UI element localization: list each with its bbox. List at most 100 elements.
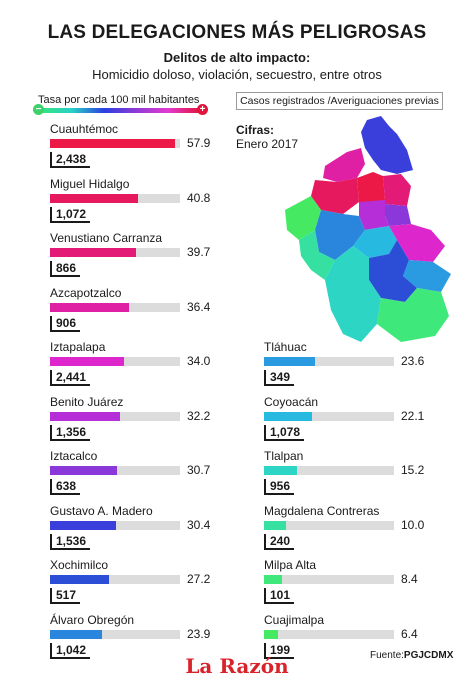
delegation-name: Iztacalco: [50, 449, 98, 463]
rate-value: 30.4: [187, 517, 211, 532]
la-razon-logo: La Razón: [185, 654, 289, 678]
rate-value: 32.2: [187, 408, 211, 423]
cases-value: 1,072: [50, 206, 91, 223]
cases-value: 517: [50, 588, 81, 604]
bar-track: [264, 466, 394, 475]
bar-row-coyoacan: Coyoacán 22.1 1,078: [264, 395, 464, 443]
cases-value: 638: [50, 479, 81, 495]
map-region-tlalpan: [325, 246, 381, 342]
cases-value: 866: [50, 261, 81, 277]
bar-fill: [50, 466, 117, 475]
rate-value: 30.7: [187, 463, 211, 477]
rate-value: 15.2: [401, 463, 425, 477]
bar-fill: [264, 466, 297, 475]
delegation-name: Tláhuac: [264, 340, 307, 354]
bar-fill: [50, 302, 129, 312]
bar-row-iztapalapa: Iztapalapa 34.0 2,441: [50, 340, 250, 388]
cases-value: 349: [264, 370, 295, 386]
map-region-gam: [361, 116, 413, 174]
bar-track: [50, 629, 180, 639]
cases-value: 2,438: [50, 152, 91, 168]
figures-date: Enero 2017: [236, 137, 299, 151]
bar-row-cuajimalpa: Cuajimalpa 6.4 199: [264, 613, 464, 661]
cases-value: 1,356: [50, 424, 91, 441]
map-region-xochimilco: [369, 240, 417, 302]
bar-track: [50, 411, 180, 421]
bar-fill: [50, 248, 136, 257]
rate-value: 27.2: [187, 572, 211, 586]
bar-track: [264, 629, 394, 639]
bar-track: [50, 575, 180, 584]
map-region-tlahuac: [403, 260, 451, 292]
delegation-name: Álvaro Obregón: [50, 612, 135, 627]
bar-track: [50, 248, 180, 257]
delegation-name: Coyoacán: [264, 394, 319, 409]
bar-row-magdalena-contreras: Magdalena Contreras 10.0 240: [264, 504, 464, 552]
rate-legend-label: Tasa por cada 100 mil habitantes: [38, 94, 200, 106]
cases-value: 199: [264, 642, 295, 659]
rate-value: 6.4: [401, 626, 418, 641]
delegation-name: Cuajimalpa: [264, 612, 325, 627]
bar-track: [50, 466, 180, 475]
bar-fill: [50, 629, 102, 639]
bar-track: [50, 302, 180, 312]
map-region-iztacalco: [385, 204, 411, 226]
map-region-cuajimalpa: [285, 196, 321, 240]
bar-track: [264, 575, 394, 584]
bar-fill: [264, 575, 282, 584]
map-region-iztapalapa: [389, 224, 445, 262]
page-title: LAS DELEGACIONES MÁS PELIGROSAS: [47, 22, 427, 43]
cases-value: 2,441: [50, 370, 91, 386]
cases-value: 1,042: [50, 642, 91, 659]
bar-track: [50, 357, 180, 366]
rate-value: 22.1: [401, 408, 425, 423]
bar-fill: [50, 139, 175, 148]
delegation-name: Miguel Hidalgo: [50, 176, 130, 191]
rate-value: 36.4: [187, 299, 211, 314]
cdmx-map-illustration: [285, 116, 451, 342]
delegation-name: Cuauhtémoc: [50, 122, 119, 136]
rate-gradient-bar: [40, 108, 200, 113]
delegation-name: Azcapotzalco: [50, 285, 122, 300]
cases-value: 906: [50, 315, 81, 332]
page-subtitle: Delitos de alto impacto:: [163, 50, 311, 65]
source-credit: Fuente:PGJCDMX: [370, 650, 453, 661]
bar-row-gustavo-a-madero: Gustavo A. Madero 30.4 1,536: [50, 504, 250, 552]
page-subtitle-detail: Homicidio doloso, violación, secuestro, …: [92, 67, 382, 82]
rate-value: 10.0: [401, 517, 425, 532]
map-region-benito-juarez: [359, 200, 389, 230]
bar-track: [264, 520, 394, 530]
cases-value: 1,078: [264, 424, 305, 441]
minus-icon: −: [33, 104, 44, 115]
bar-fill: [264, 520, 286, 530]
bar-track: [50, 139, 180, 148]
rate-value: 8.4: [401, 572, 418, 586]
map-region-magdalena-contreras: [299, 230, 335, 280]
map-region-coyoacan: [353, 226, 397, 258]
source-name: PGJCDMX: [403, 650, 454, 661]
bar-row-tlahuac: Tláhuac 23.6 349: [264, 340, 464, 388]
bar-row-venustiano-carranza: Venustiano Carranza 39.7 866: [50, 231, 250, 279]
bar-fill: [264, 629, 278, 639]
bar-fill: [50, 575, 109, 584]
delegation-name: Benito Juárez: [50, 394, 124, 409]
bar-row-azcapotzalco: Azcapotzalco 36.4 906: [50, 286, 250, 334]
bar-fill: [50, 520, 116, 530]
cases-value: 1,536: [50, 533, 91, 550]
rate-value: 39.7: [187, 245, 211, 259]
map-region-cuauhtemoc: [357, 172, 385, 204]
delegation-name: Xochimilco: [50, 558, 109, 572]
bar-fill: [264, 357, 315, 366]
delegation-name: Tlalpan: [264, 449, 304, 463]
cases-value: 101: [264, 588, 295, 604]
rate-value: 40.8: [187, 190, 211, 205]
bar-row-alvaro-obregon: Álvaro Obregón 23.9 1,042: [50, 613, 250, 661]
plus-icon: +: [197, 104, 208, 115]
bar-row-miguel-hidalgo: Miguel Hidalgo 40.8 1,072: [50, 177, 250, 225]
cases-value: 240: [264, 533, 295, 550]
rate-value: 23.6: [401, 354, 425, 368]
cases-legend-box: Casos registrados /Averiguaciones previa…: [236, 92, 443, 110]
rate-value: 57.9: [187, 136, 211, 150]
map-region-azcapotzalco: [323, 148, 365, 182]
map-region-alvaro-obregon: [315, 210, 365, 260]
